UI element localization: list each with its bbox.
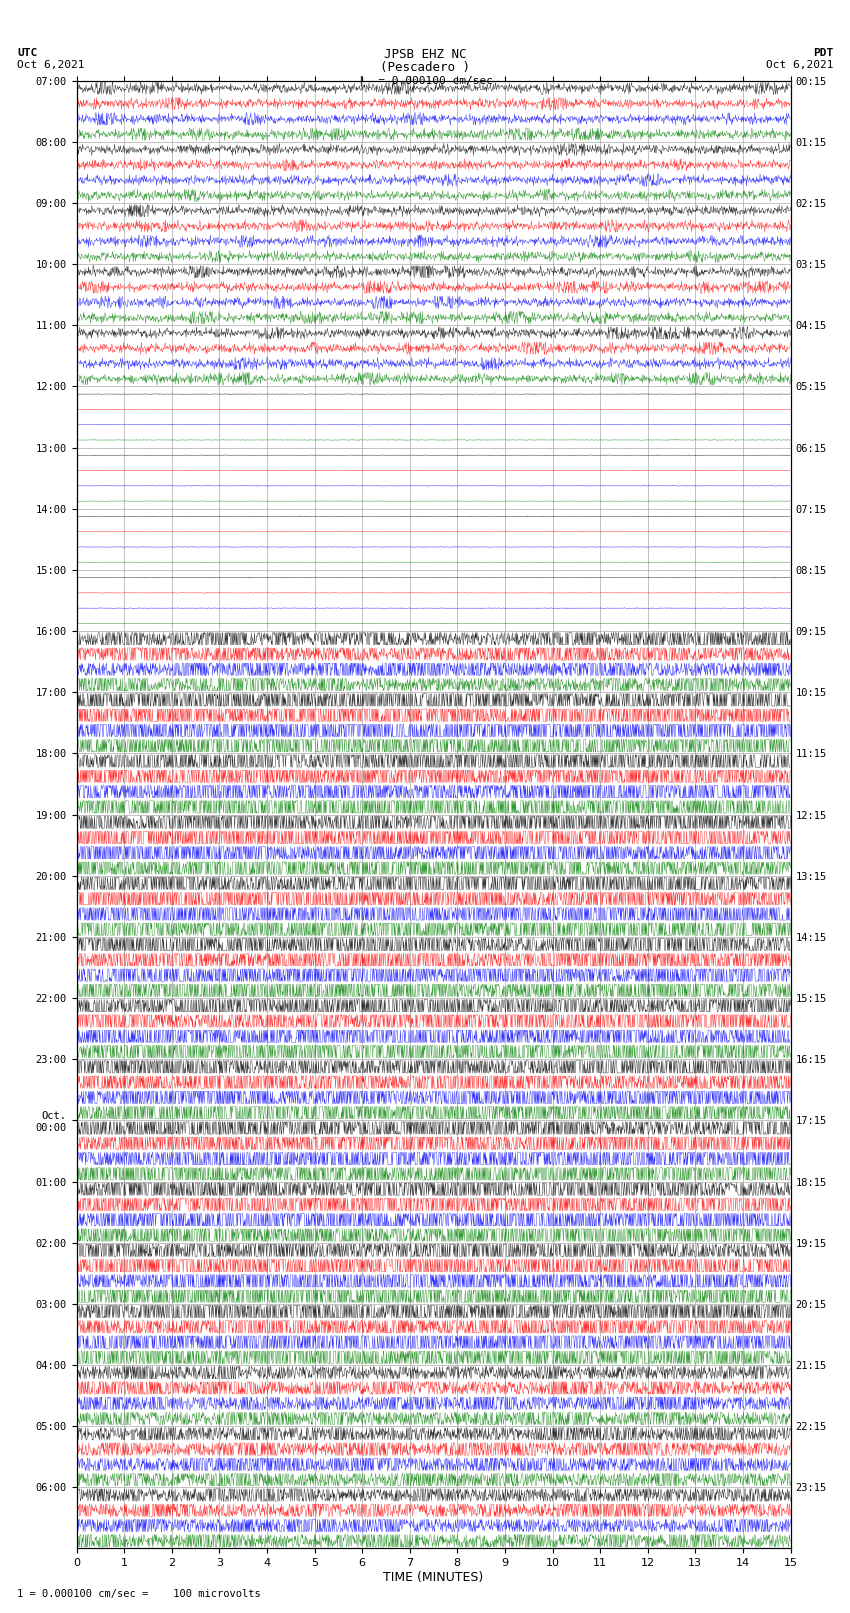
Text: Oct 6,2021: Oct 6,2021 <box>766 60 833 69</box>
Text: Oct 6,2021: Oct 6,2021 <box>17 60 84 69</box>
Text: |  = 0.000100 cm/sec: | = 0.000100 cm/sec <box>358 76 492 85</box>
Text: UTC: UTC <box>17 48 37 58</box>
Text: PDT: PDT <box>813 48 833 58</box>
Text: JPSB EHZ NC: JPSB EHZ NC <box>383 48 467 61</box>
X-axis label: TIME (MINUTES): TIME (MINUTES) <box>383 1571 484 1584</box>
Text: (Pescadero ): (Pescadero ) <box>380 61 470 74</box>
Text: 1 = 0.000100 cm/sec =    100 microvolts: 1 = 0.000100 cm/sec = 100 microvolts <box>17 1589 261 1598</box>
